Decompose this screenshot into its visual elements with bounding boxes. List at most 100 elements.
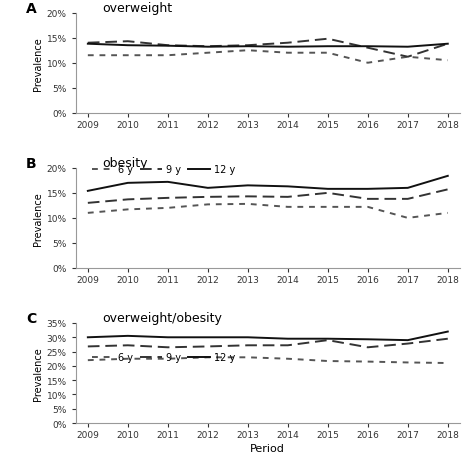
6 y — [125, 53, 131, 59]
9 y — [245, 343, 251, 348]
6 y — [245, 202, 251, 207]
Line: 9 y: 9 y — [88, 339, 448, 348]
9 y — [125, 343, 131, 348]
9 y — [365, 197, 371, 202]
6 y — [85, 53, 91, 59]
9 y — [445, 336, 451, 342]
6 y — [205, 202, 210, 207]
6 y — [125, 207, 131, 212]
12 y — [445, 174, 451, 179]
12 y — [405, 45, 410, 51]
Text: A: A — [26, 2, 36, 15]
12 y — [125, 181, 131, 186]
Y-axis label: Prevalence: Prevalence — [33, 192, 43, 245]
9 y — [205, 45, 210, 50]
12 y — [85, 189, 91, 194]
6 y — [325, 51, 331, 56]
9 y — [125, 40, 131, 45]
Text: C: C — [26, 311, 36, 325]
X-axis label: Period: Period — [250, 443, 285, 453]
9 y — [365, 46, 371, 51]
12 y — [405, 186, 410, 191]
Legend: 6 y, 9 y, 12 y: 6 y, 9 y, 12 y — [88, 349, 239, 366]
Legend: 6 y, 9 y, 12 y: 6 y, 9 y, 12 y — [88, 161, 239, 179]
6 y — [285, 51, 291, 56]
12 y — [85, 335, 91, 340]
Line: 6 y: 6 y — [88, 358, 448, 363]
9 y — [85, 344, 91, 349]
12 y — [205, 45, 210, 51]
Line: 9 y: 9 y — [88, 40, 448, 58]
Line: 6 y: 6 y — [88, 51, 448, 64]
6 y — [405, 216, 410, 221]
12 y — [245, 183, 251, 189]
12 y — [365, 45, 371, 50]
9 y — [285, 343, 291, 348]
9 y — [445, 42, 451, 47]
9 y — [205, 344, 210, 349]
Line: 9 y: 9 y — [88, 190, 448, 203]
9 y — [85, 201, 91, 206]
12 y — [365, 337, 371, 342]
9 y — [245, 194, 251, 200]
9 y — [405, 197, 410, 202]
6 y — [245, 48, 251, 54]
6 y — [165, 53, 171, 59]
9 y — [405, 55, 410, 61]
6 y — [365, 61, 371, 66]
12 y — [165, 44, 171, 49]
12 y — [245, 335, 251, 340]
6 y — [365, 359, 371, 364]
12 y — [365, 187, 371, 192]
9 y — [285, 195, 291, 200]
9 y — [325, 338, 331, 343]
9 y — [285, 41, 291, 46]
9 y — [405, 341, 410, 347]
6 y — [165, 356, 171, 362]
Line: 12 y: 12 y — [88, 332, 448, 340]
6 y — [285, 205, 291, 210]
6 y — [205, 355, 210, 360]
6 y — [445, 211, 451, 216]
6 y — [285, 356, 291, 362]
9 y — [325, 37, 331, 42]
6 y — [405, 55, 410, 61]
6 y — [125, 356, 131, 362]
9 y — [165, 196, 171, 201]
6 y — [245, 355, 251, 360]
12 y — [285, 336, 291, 342]
Y-axis label: Prevalence: Prevalence — [33, 346, 43, 400]
12 y — [405, 338, 410, 343]
12 y — [165, 180, 171, 185]
9 y — [85, 41, 91, 46]
6 y — [85, 211, 91, 216]
12 y — [325, 187, 331, 192]
12 y — [445, 329, 451, 334]
12 y — [445, 42, 451, 47]
9 y — [445, 187, 451, 192]
6 y — [205, 51, 210, 56]
6 y — [325, 205, 331, 210]
Text: B: B — [26, 157, 36, 171]
Text: overweight: overweight — [103, 2, 173, 15]
12 y — [205, 335, 210, 340]
Text: overweight/obesity: overweight/obesity — [103, 311, 223, 324]
Line: 6 y: 6 y — [88, 204, 448, 218]
6 y — [165, 206, 171, 211]
12 y — [165, 335, 171, 340]
Legend: 6 y, 9 y, 12 y: 6 y, 9 y, 12 y — [88, 0, 239, 4]
9 y — [165, 345, 171, 350]
12 y — [125, 334, 131, 339]
12 y — [85, 42, 91, 47]
12 y — [125, 43, 131, 49]
Y-axis label: Prevalence: Prevalence — [33, 37, 43, 91]
9 y — [165, 43, 171, 49]
Line: 12 y: 12 y — [88, 45, 448, 48]
6 y — [405, 360, 410, 365]
9 y — [325, 191, 331, 196]
6 y — [365, 205, 371, 210]
9 y — [245, 43, 251, 49]
Line: 12 y: 12 y — [88, 177, 448, 192]
Text: obesity: obesity — [103, 157, 148, 169]
6 y — [325, 359, 331, 364]
